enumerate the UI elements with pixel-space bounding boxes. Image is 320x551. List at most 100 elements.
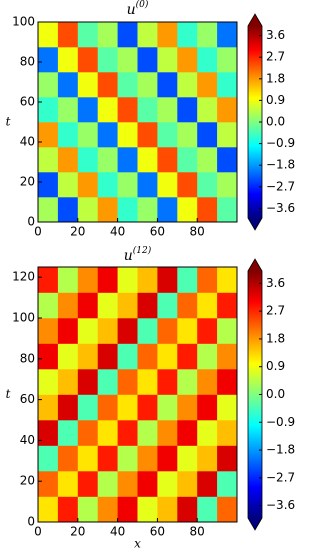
x-tick-label: 0 [34, 525, 42, 539]
x-tick-label: 20 [70, 525, 85, 539]
colorbar-tick-label: 0.0 [266, 387, 285, 401]
y-tick-label: 20 [20, 474, 35, 488]
heat-cell [177, 369, 198, 395]
heat-cell [197, 22, 218, 48]
heat-cell [157, 496, 178, 523]
colorbar [248, 271, 262, 518]
heat-cell [157, 318, 178, 344]
heat-cell [217, 343, 238, 370]
heat-cell [117, 122, 138, 148]
heat-cell [217, 47, 238, 73]
colorbar-arrow-bottom [248, 218, 262, 230]
heat-cell [97, 22, 118, 48]
heat-cell [97, 420, 118, 446]
heat-cell [38, 292, 59, 319]
heat-cell [217, 496, 238, 523]
heat-cell [97, 122, 118, 148]
heat-cell [38, 97, 59, 123]
heat-cell [97, 445, 118, 472]
heat-cell [157, 471, 178, 497]
heat-cell [137, 318, 158, 344]
heat-cell [77, 496, 98, 523]
heat-cell [117, 172, 138, 198]
x-tick-label: 40 [110, 225, 125, 239]
colorbar-tick-label: 3.6 [266, 28, 285, 42]
heat-cell [137, 369, 158, 395]
colorbar-tick-label: 2.7 [266, 50, 285, 64]
y-axis-label: t [6, 387, 11, 401]
colorbar-tick-label: 1.8 [266, 331, 285, 345]
colorbar-outline [247, 13, 263, 231]
heat-cell [38, 318, 59, 344]
heat-cell [177, 72, 198, 98]
chart-title: u(0) [127, 0, 149, 18]
y-axis-label: t [6, 115, 11, 129]
heat-cell [137, 445, 158, 472]
heat-cell [77, 445, 98, 472]
heat-cell [38, 172, 59, 198]
heat-cell [97, 343, 118, 370]
heat-cell [77, 22, 98, 48]
heat-cell [57, 471, 79, 497]
heat-cell [38, 496, 59, 523]
heat-cell [117, 420, 138, 446]
heat-cell [97, 267, 118, 293]
heat-cell [217, 394, 238, 421]
heat-cell [97, 172, 118, 198]
heat-cell [177, 22, 198, 48]
heat-cell [217, 22, 238, 48]
heat-cell [97, 97, 118, 123]
heat-cell [77, 122, 98, 148]
heat-cell [38, 343, 59, 370]
heat-cell [177, 97, 198, 123]
heat-cell [57, 394, 79, 421]
y-tick-label: 60 [20, 95, 35, 109]
heat-cell [57, 267, 79, 293]
colorbar-tick-label: −2.7 [266, 470, 295, 484]
heat-cell [197, 318, 218, 344]
heat-cell [77, 369, 98, 395]
heat-cell [117, 72, 138, 98]
heat-cell [177, 420, 198, 446]
heat-cell [217, 369, 238, 395]
heat-cell [177, 147, 198, 173]
heat-cell [157, 122, 178, 148]
y-tick-label: 80 [20, 55, 35, 69]
heat-cell [137, 197, 158, 223]
heat-cell [157, 267, 178, 293]
heat-cell [117, 197, 138, 223]
heat-cell [38, 471, 59, 497]
heat-cell [38, 47, 59, 73]
y-tick-label: 40 [20, 433, 35, 447]
title-superscript: (0) [136, 0, 149, 10]
heat-cell [77, 72, 98, 98]
heat-cell [217, 172, 238, 198]
x-tick-label: 40 [110, 525, 125, 539]
colorbar-tick-label: −1.8 [266, 158, 295, 172]
heat-cell [117, 47, 138, 73]
heat-cell [117, 343, 138, 370]
heat-cell [177, 122, 198, 148]
plot-frame [37, 266, 238, 523]
heat-cell [97, 496, 118, 523]
heat-cell [217, 267, 238, 293]
x-axis-label: x [134, 537, 141, 551]
heat-cell [177, 172, 198, 198]
heat-cell [117, 496, 138, 523]
heat-cell [117, 471, 138, 497]
heat-cell [77, 172, 98, 198]
heat-cell [217, 420, 238, 446]
colorbar-arrow-bottom [248, 518, 262, 530]
heat-cell [57, 122, 79, 148]
heat-cell [97, 72, 118, 98]
colorbar-tick-label: 2.7 [266, 304, 285, 318]
heat-cell [177, 343, 198, 370]
heat-cell [157, 172, 178, 198]
heat-cell [117, 97, 138, 123]
y-tick-label: 40 [20, 135, 35, 149]
heat-cell [217, 292, 238, 319]
heat-cell [157, 394, 178, 421]
colorbar-tick-label: −1.8 [266, 443, 295, 457]
colorbar-tick-label: −2.7 [266, 179, 295, 193]
heat-cell [197, 292, 218, 319]
